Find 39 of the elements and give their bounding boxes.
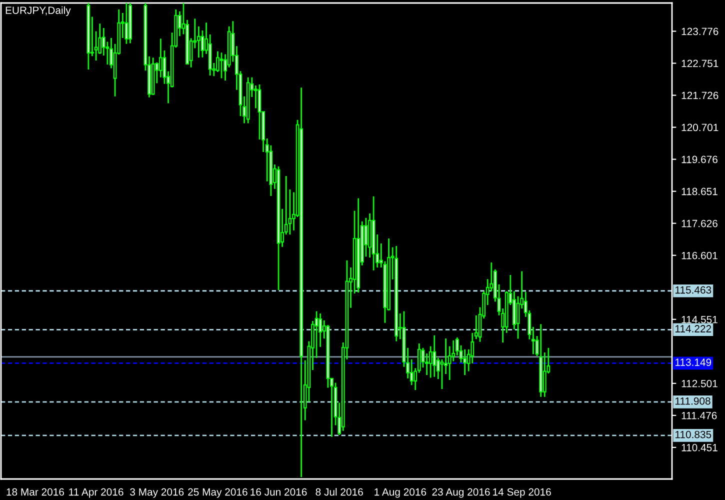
y-tick-label: 122.751 xyxy=(682,60,718,68)
y-tick-label: 112.501 xyxy=(682,380,718,388)
chart-title: EURJPY,Daily xyxy=(6,6,71,16)
y-tick-label: 123.776 xyxy=(682,28,718,36)
ref-line-label: 114.222 xyxy=(675,325,712,332)
candlestick xyxy=(151,56,155,95)
candlestick xyxy=(394,245,398,342)
ref-line-label: 110.835 xyxy=(675,430,712,438)
y-tick-label: 117.626 xyxy=(682,220,718,228)
x-tick-label: 25 May 2016 xyxy=(188,488,248,498)
y-tick-label: 116.601 xyxy=(682,252,718,260)
y-tick-label: 120.701 xyxy=(682,124,718,132)
x-tick-label: 8 Jul 2016 xyxy=(316,488,363,496)
x-tick-label: 18 Mar 2016 xyxy=(6,488,64,496)
candlestick xyxy=(246,76,250,124)
y-tick-label: 119.676 xyxy=(682,156,718,164)
candlestick xyxy=(220,52,224,79)
y-tick-label: 114.551 xyxy=(682,316,718,324)
y-tick-label: 118.651 xyxy=(682,188,718,196)
candlestick xyxy=(432,334,436,378)
candlestick xyxy=(356,198,360,294)
y-tick-label: 111.476 xyxy=(682,412,717,420)
y-tick-label: 110.451 xyxy=(682,444,718,452)
x-tick-label: 11 Apr 2016 xyxy=(69,488,124,498)
candlestick xyxy=(542,352,546,398)
x-tick-label: 1 Aug 2016 xyxy=(374,488,426,498)
candlestick xyxy=(372,196,376,272)
x-tick-label: 16 Jun 2016 xyxy=(250,488,307,496)
candlestick xyxy=(428,346,432,378)
x-tick-label: 3 May 2016 xyxy=(130,488,184,498)
ref-line-label: 111.908 xyxy=(675,397,710,405)
ref-line-label: 113.149 xyxy=(675,358,712,366)
candlestick xyxy=(539,323,543,398)
y-tick-label: 121.726 xyxy=(682,92,718,100)
ref-line-label: 115.463 xyxy=(675,286,712,294)
candlestick xyxy=(368,212,372,258)
x-tick-label: 14 Sep 2016 xyxy=(493,488,551,498)
candlestick xyxy=(463,348,467,376)
x-tick-label: 23 Aug 2016 xyxy=(432,488,490,498)
